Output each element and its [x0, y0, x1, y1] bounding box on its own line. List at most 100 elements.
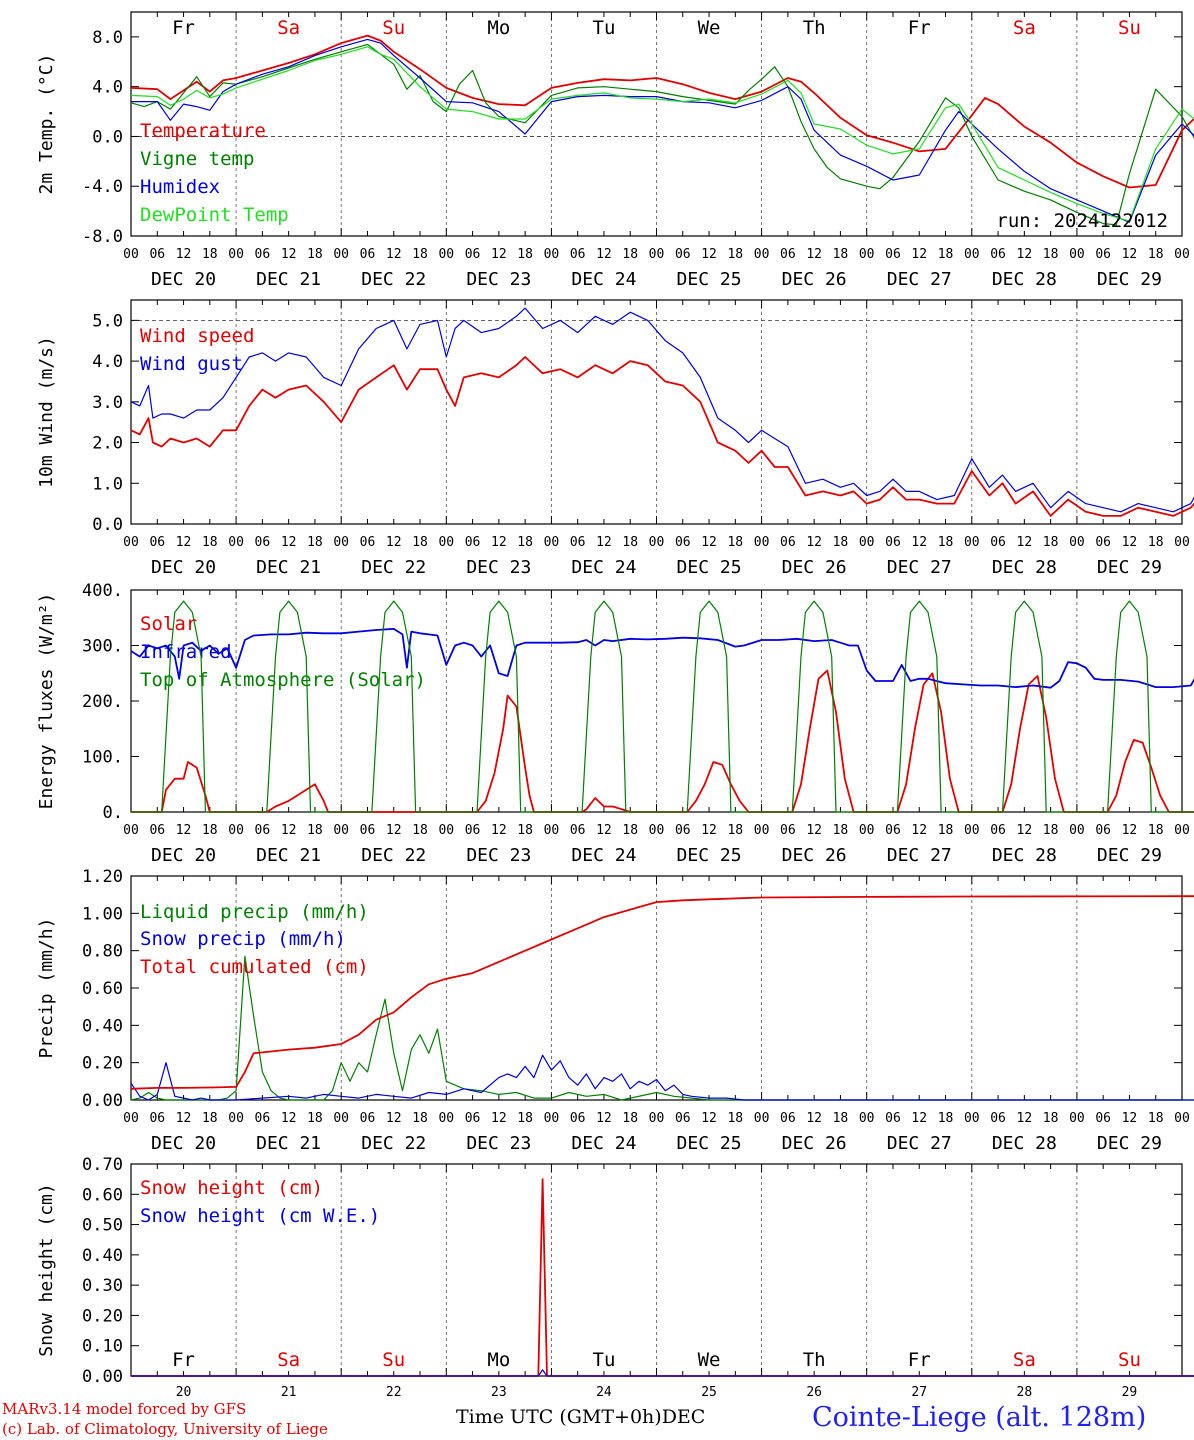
- hour-tick-label: 00: [438, 535, 454, 550]
- y-tick-label: 400.: [82, 581, 123, 601]
- hour-tick-label: 00: [754, 247, 770, 262]
- hour-tick-label: 06: [360, 247, 376, 262]
- hour-tick-label: 18: [727, 535, 743, 550]
- date-label: DEC 26: [782, 269, 847, 290]
- y-tick-label: 0.70: [82, 1155, 123, 1175]
- hour-tick-label: 12: [596, 535, 612, 550]
- legend-entry: Wind speed: [140, 325, 254, 347]
- hour-tick-label: 00: [333, 823, 349, 838]
- hour-tick-label: 06: [465, 1111, 481, 1126]
- date-label: DEC 25: [677, 557, 742, 578]
- hour-tick-label: 18: [307, 535, 323, 550]
- hour-tick-label: 12: [911, 247, 927, 262]
- date-label: DEC 21: [256, 1133, 321, 1154]
- hour-tick-label: 00: [754, 823, 770, 838]
- plot-frame: [130, 299, 1183, 525]
- weekday-label: Fr: [172, 1349, 195, 1371]
- hour-tick-label: 00: [123, 535, 139, 550]
- weekday-label: We: [698, 17, 721, 39]
- hour-tick-label: 00: [964, 535, 980, 550]
- legend-entry: Liquid precip (mm/h): [140, 901, 369, 923]
- hour-tick-label: 18: [622, 535, 638, 550]
- hour-tick-label: 12: [176, 247, 192, 262]
- hour-tick-label: 12: [806, 823, 822, 838]
- y-tick-label: 0.60: [82, 1185, 123, 1205]
- hour-tick-label: 00: [1069, 247, 1085, 262]
- legend-entry: Infrared: [140, 641, 232, 663]
- y-tick-label: 2.0: [92, 434, 123, 454]
- hour-tick-label: 12: [911, 1111, 927, 1126]
- series-line-top-of-atmosphere-solar-: [131, 600, 1194, 813]
- hour-tick-label: 00: [333, 1111, 349, 1126]
- weekday-label: Su: [382, 1349, 405, 1371]
- hour-tick-label: 12: [1017, 823, 1033, 838]
- date-label: DEC 24: [571, 845, 636, 866]
- hour-tick-label: 00: [964, 247, 980, 262]
- hour-tick-label: 06: [360, 535, 376, 550]
- hour-tick-label: 18: [1043, 247, 1059, 262]
- date-label: DEC 28: [992, 557, 1057, 578]
- hour-tick-label: 00: [228, 535, 244, 550]
- hour-tick-label: 00: [859, 535, 875, 550]
- hour-tick-label: 00: [438, 823, 454, 838]
- y-axis-label: Energy fluxes (W/m²): [36, 593, 57, 810]
- hour-tick-label: 06: [255, 247, 271, 262]
- y-tick-label: 3.0: [92, 393, 123, 413]
- hour-tick-label: 18: [833, 247, 849, 262]
- date-label: DEC 23: [466, 557, 531, 578]
- day-number-label: 21: [281, 1385, 297, 1400]
- date-label: DEC 29: [1097, 845, 1162, 866]
- hour-tick-label: 06: [1095, 535, 1111, 550]
- legend-entry: Solar: [140, 613, 197, 635]
- hour-tick-label: 00: [228, 1111, 244, 1126]
- hour-tick-label: 18: [727, 823, 743, 838]
- run-label: run: 2024122012: [996, 210, 1168, 232]
- date-label: DEC 28: [992, 269, 1057, 290]
- day-number-label: 24: [596, 1385, 612, 1400]
- date-label: DEC 29: [1097, 269, 1162, 290]
- hour-tick-label: 06: [570, 535, 586, 550]
- hour-tick-label: 12: [491, 823, 507, 838]
- hour-tick-label: 12: [1122, 247, 1138, 262]
- hour-tick-label: 12: [491, 1111, 507, 1126]
- hour-tick-label: 06: [360, 1111, 376, 1126]
- legend-entry: Temperature: [140, 120, 266, 142]
- lab-credit: (c) Lab. of Climatology, University of L…: [2, 1420, 328, 1438]
- hour-tick-label: 06: [885, 1111, 901, 1126]
- hour-tick-label: 12: [1017, 535, 1033, 550]
- hour-tick-label: 18: [517, 823, 533, 838]
- hour-tick-label: 18: [938, 535, 954, 550]
- hour-tick-label: 12: [596, 823, 612, 838]
- hour-tick-label: 00: [123, 823, 139, 838]
- weekday-label: Sa: [1013, 17, 1036, 39]
- hour-tick-label: 06: [990, 823, 1006, 838]
- hour-tick-label: 18: [622, 823, 638, 838]
- hour-tick-label: 00: [1069, 535, 1085, 550]
- weekday-label: Th: [803, 1349, 826, 1371]
- date-label: DEC 22: [361, 1133, 426, 1154]
- y-axis-label: Snow height (cm): [36, 1183, 57, 1356]
- series-line-total-cumulated-cm-: [130, 895, 1194, 1090]
- hour-tick-label: 18: [1148, 1111, 1164, 1126]
- series-line-humidex: [131, 38, 1194, 223]
- legend-entry: Snow height (cm W.E.): [140, 1205, 380, 1227]
- y-tick-label: 0.0: [92, 127, 123, 147]
- legend-entry: Vigne temp: [140, 148, 254, 170]
- hour-tick-label: 00: [228, 823, 244, 838]
- hour-tick-label: 00: [649, 823, 665, 838]
- y-tick-label: 0.20: [82, 1054, 123, 1074]
- date-label: DEC 22: [361, 557, 426, 578]
- weekday-label: Fr: [908, 17, 931, 39]
- weekday-label: Su: [1118, 17, 1141, 39]
- plot-frame: [130, 11, 1183, 237]
- hour-tick-label: 06: [675, 247, 691, 262]
- date-label: DEC 23: [466, 845, 531, 866]
- date-label: DEC 21: [256, 845, 321, 866]
- hour-tick-label: 00: [544, 823, 560, 838]
- y-axis-label: Precip (mm/h): [36, 918, 57, 1059]
- hour-tick-label: 18: [727, 247, 743, 262]
- hour-tick-label: 06: [1095, 247, 1111, 262]
- hour-tick-label: 00: [1174, 535, 1190, 550]
- weekday-label: Su: [1118, 1349, 1141, 1371]
- y-tick-label: 0.40: [82, 1246, 123, 1266]
